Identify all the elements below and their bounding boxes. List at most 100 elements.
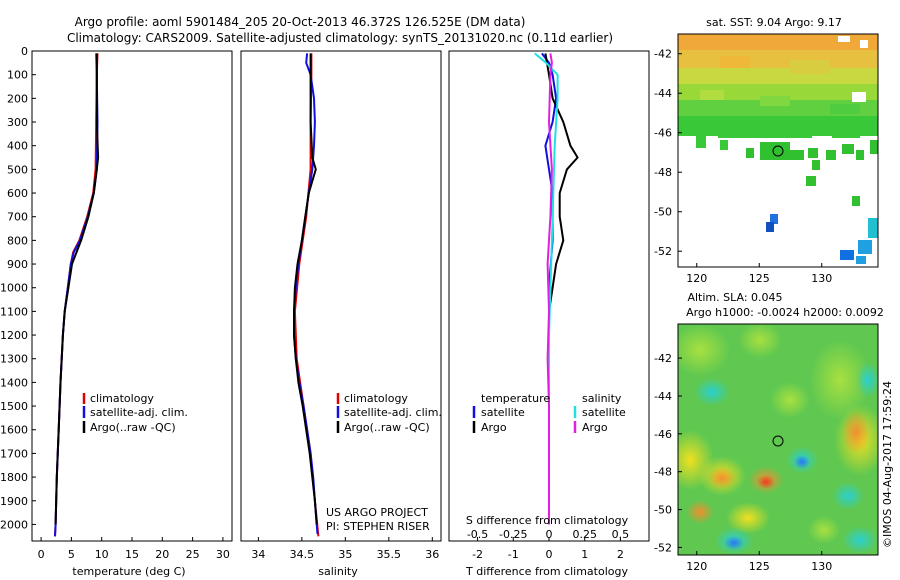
lon-tick-label: 125	[749, 272, 770, 285]
difference-series	[534, 52, 579, 525]
legend-argo-label: Argo(..raw -QC)	[90, 421, 176, 434]
lat-tick-label: -50	[654, 206, 672, 219]
chart-title-line2: Climatology: CARS2009. Satellite-adjuste…	[67, 31, 613, 45]
sst-map	[678, 34, 878, 267]
series-line-s-satellite	[534, 52, 559, 525]
depth-tick-label: 1200	[0, 329, 28, 342]
legend-climatology-label: climatology	[90, 392, 154, 405]
lat-tick-label: -42	[654, 48, 672, 61]
salinity-xlabel: salinity	[318, 565, 358, 578]
lat-tick-label: -44	[654, 87, 672, 100]
legend-satellite-label: satellite-adj. clim.	[90, 406, 188, 419]
depth-tick-label: 100	[7, 69, 28, 82]
x-tick-label: -0.5	[467, 528, 488, 541]
x-tick-label: 30	[216, 548, 230, 561]
x-tick-label: 0.25	[572, 528, 597, 541]
series-line-argo-raw-qc-	[293, 53, 318, 525]
temperature-plot-frame	[31, 50, 233, 542]
legend-t-satellite-label: satellite	[481, 406, 525, 419]
sst-map-frame	[677, 33, 879, 268]
sst-map-axes: -42 -44 -46 -48 -50 -52 120 125 130	[654, 48, 832, 285]
series-line-argo-raw-qc-	[54, 53, 100, 525]
temperature-series	[54, 53, 100, 537]
depth-tick-label: 300	[7, 116, 28, 129]
lat-tick-label: -48	[654, 466, 672, 479]
depth-axis: 0 100 200 300 400 500 600 700 800 900 1000 1100 1200…	[0, 45, 36, 531]
depth-tick-label: 1100	[0, 305, 28, 318]
x-tick-label: 2	[617, 548, 624, 561]
x-tick-label: 0	[546, 528, 553, 541]
depth-tick-label: 1600	[0, 424, 28, 437]
x-tick-label: -2	[472, 548, 483, 561]
x-tick-label: 15	[125, 548, 139, 561]
legend-t-argo-label: Argo	[481, 421, 507, 434]
sst-map-title: sat. SST: 9.04 Argo: 9.17	[706, 16, 842, 29]
pi-credit: PI: STEPHEN RISER	[326, 520, 430, 533]
x-tick-label: 35.5	[377, 548, 402, 561]
series-line-satellite-adj-clim-	[54, 53, 99, 537]
depth-tick-label: 1900	[0, 495, 28, 508]
depth-tick-label: 700	[7, 211, 28, 224]
temperature-legend: climatology satellite-adj. clim. Argo(..…	[82, 392, 188, 434]
legend-argo-label: Argo(..raw -QC)	[344, 421, 430, 434]
depth-tick-label: 0	[21, 45, 28, 58]
project-credit: US ARGO PROJECT	[326, 506, 428, 519]
legend-s-argo-label: Argo	[582, 421, 608, 434]
depth-tick-label: 400	[7, 140, 28, 153]
difference-xlabel-top: S difference from climatology	[466, 514, 629, 527]
lon-tick-label: 120	[686, 272, 707, 285]
depth-tick-label: 600	[7, 187, 28, 200]
x-tick-label: 0	[38, 548, 45, 561]
difference-legend: temperature salinity satellite Argo sate…	[472, 392, 626, 434]
x-tick-label: 1	[581, 548, 588, 561]
salinity-x-axis: 34 34.5 35 35.5 36	[251, 537, 439, 561]
sla-map-frame	[677, 323, 879, 556]
series-line-s-argo	[546, 53, 553, 525]
x-tick-label: 36	[425, 548, 439, 561]
lat-tick-label: -52	[654, 541, 672, 554]
sla-profile-marker	[772, 435, 784, 447]
x-tick-label: -1	[508, 548, 519, 561]
salinity-series	[293, 53, 320, 537]
timestamp-credit: ©IMOS 04-Aug-2017 17:59:24	[881, 381, 894, 548]
lat-tick-label: -48	[654, 166, 672, 179]
lon-tick-label: 130	[811, 560, 832, 573]
chart-title-line1: Argo profile: aoml 5901484_205 20-Oct-20…	[75, 15, 526, 29]
legend-climatology-label: climatology	[344, 392, 408, 405]
depth-tick-label: 1500	[0, 400, 28, 413]
legend-s-satellite-label: satellite	[582, 406, 626, 419]
x-tick-label: 0.5	[612, 528, 630, 541]
lat-tick-label: -44	[654, 390, 672, 403]
lat-tick-label: -46	[654, 127, 672, 140]
x-tick-label: 34	[251, 548, 265, 561]
sla-map	[678, 324, 878, 555]
lon-tick-label: 120	[686, 560, 707, 573]
lat-tick-label: -42	[654, 352, 672, 365]
legend-salinity-title: salinity	[582, 392, 622, 405]
x-tick-label: 34.5	[290, 548, 315, 561]
lon-tick-label: 125	[749, 560, 770, 573]
legend-satellite-label: satellite-adj. clim.	[344, 406, 442, 419]
salinity-legend: climatology satellite-adj. clim. Argo(..…	[336, 392, 442, 434]
depth-tick-label: 800	[7, 234, 28, 247]
depth-tick-label: 900	[7, 258, 28, 271]
x-tick-label: 35	[338, 548, 352, 561]
depth-tick-label: 1400	[0, 376, 28, 389]
temperature-xlabel: temperature (deg C)	[72, 565, 185, 578]
x-tick-label: 20	[155, 548, 169, 561]
depth-tick-label: 200	[7, 92, 28, 105]
depth-tick-label: 1800	[0, 471, 28, 484]
x-tick-label: -0.25	[499, 528, 527, 541]
temperature-x-axis: 0 5 10 15 20 25 30	[38, 537, 230, 561]
sla-map-title-line2: Argo h1000: -0.0024 h2000: 0.0092	[686, 306, 884, 319]
difference-xlabel: T difference from climatology	[465, 565, 628, 578]
difference-x-axis: -2 -1 0 1 2 -0.5 -0.25 0 0.25 0.5	[467, 528, 629, 561]
x-tick-label: 25	[186, 548, 200, 561]
series-line-climatology	[54, 53, 99, 537]
legend-temperature-title: temperature	[481, 392, 550, 405]
sla-map-axes: -42 -44 -46 -48 -50 -52 120 125 130	[654, 352, 832, 573]
depth-tick-label: 1300	[0, 353, 28, 366]
depth-tick-label: 500	[7, 163, 28, 176]
sla-map-title-line1: Altim. SLA: 0.045	[687, 291, 782, 304]
